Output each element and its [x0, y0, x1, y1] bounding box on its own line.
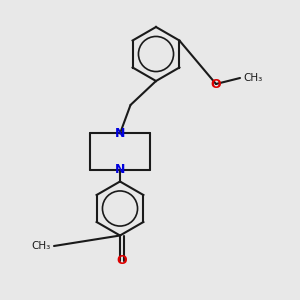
- Text: CH₃: CH₃: [32, 241, 51, 251]
- Text: N: N: [115, 163, 125, 176]
- Text: O: O: [116, 254, 127, 268]
- Text: CH₃: CH₃: [243, 73, 262, 83]
- Text: O: O: [211, 77, 221, 91]
- Text: N: N: [115, 127, 125, 140]
